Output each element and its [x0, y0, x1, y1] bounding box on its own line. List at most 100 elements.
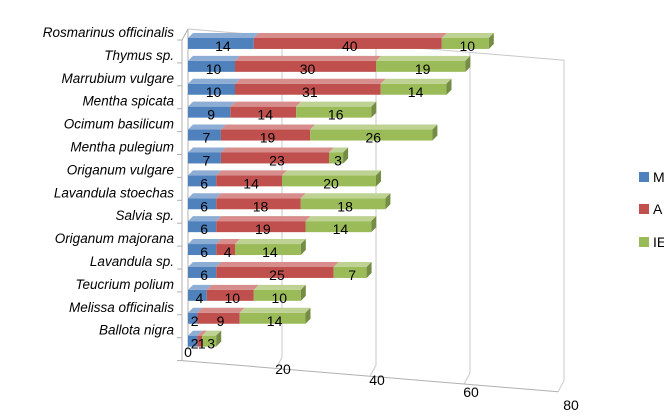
data-label: 10 — [206, 61, 222, 77]
legend-label: A — [653, 201, 663, 217]
bar-top — [188, 261, 222, 267]
bars — [188, 32, 494, 347]
data-label: 6 — [200, 175, 208, 191]
bar-top — [188, 124, 226, 130]
data-label: 6 — [200, 267, 208, 283]
bar-front — [239, 312, 306, 324]
category-label: Rosmarinus officinalis — [43, 25, 175, 40]
bar-top — [376, 55, 471, 61]
bar-front — [202, 335, 217, 347]
bar-front — [188, 83, 235, 95]
bar — [230, 101, 302, 118]
bar-top — [202, 330, 222, 336]
bar — [188, 284, 212, 301]
data-label: 9 — [217, 313, 225, 329]
bar — [188, 193, 222, 210]
bar-top — [216, 216, 311, 222]
data-label: 14 — [257, 107, 273, 123]
bar-front — [188, 266, 217, 278]
legend: MA IE — [639, 169, 664, 250]
bar-top — [197, 307, 245, 313]
data-label: 18 — [337, 198, 353, 214]
bar — [441, 32, 494, 49]
bar — [188, 32, 259, 49]
bar-top — [188, 55, 240, 61]
bar-front — [235, 60, 376, 72]
category-labels: Rosmarinus officinalis Thymus sp. Marrubiu… — [43, 25, 175, 338]
bar-end — [432, 124, 438, 141]
data-label: 14 — [243, 175, 259, 191]
bar-top — [188, 307, 203, 313]
bar-front — [188, 221, 217, 233]
bar-end — [385, 193, 391, 210]
data-label: 10 — [460, 38, 476, 54]
bar — [188, 55, 240, 72]
category-label: Ballota nigra — [99, 323, 175, 338]
bar-top — [188, 216, 222, 222]
bar — [188, 216, 222, 233]
x-axis-line — [181, 360, 559, 393]
bar-top — [296, 101, 377, 107]
bar-front — [188, 152, 221, 164]
category-label: Salvia sp. — [115, 208, 174, 223]
bar-top — [253, 284, 306, 290]
bar-front — [235, 83, 381, 95]
bar-front — [220, 152, 329, 164]
bar — [188, 261, 222, 278]
data-label: 4 — [196, 290, 204, 306]
legend-label: M — [653, 169, 664, 185]
bar-front — [216, 221, 306, 233]
bar-front — [188, 198, 217, 210]
category-label: Thymus sp. — [104, 48, 174, 63]
bar-top — [305, 216, 377, 222]
bar-front — [253, 37, 442, 49]
data-label: 14 — [267, 313, 283, 329]
bar — [329, 147, 349, 164]
bar — [253, 284, 306, 301]
bar — [216, 239, 240, 256]
bar-front — [305, 221, 372, 233]
legend-swatch — [639, 237, 649, 247]
bar — [376, 55, 471, 72]
bar — [188, 147, 226, 164]
category-label: Marrubium vulgare — [61, 71, 174, 86]
bar-end — [300, 239, 306, 256]
bar-end — [446, 78, 452, 95]
bar-front — [441, 37, 489, 49]
data-label: 14 — [215, 38, 231, 54]
bar-front — [188, 60, 235, 72]
bar-front — [329, 152, 344, 164]
floor-gridline — [275, 357, 283, 369]
bar-top — [235, 78, 386, 84]
bar-front — [220, 129, 311, 141]
bar — [239, 307, 311, 324]
bar — [188, 330, 203, 347]
bar-end — [371, 216, 377, 233]
bar-front — [216, 244, 235, 256]
bar-top — [310, 124, 438, 130]
bar-top — [216, 261, 339, 267]
category-label: Melissa officinalis — [69, 300, 174, 315]
bar-end — [371, 101, 377, 118]
y-axis-cap — [181, 28, 189, 41]
data-label: 14 — [262, 244, 278, 260]
bar-front — [188, 335, 198, 347]
bar — [188, 307, 203, 324]
data-label: 19 — [260, 130, 276, 146]
bar-end — [366, 261, 372, 278]
x-tick-label: 80 — [563, 397, 579, 413]
data-label: 10 — [206, 84, 222, 100]
data-label: 31 — [302, 84, 318, 100]
data-label: 4 — [224, 244, 232, 260]
data-label: 25 — [269, 267, 285, 283]
bar-top — [206, 284, 259, 290]
bar-top — [216, 170, 287, 176]
bar-front — [188, 244, 217, 256]
legend-item: A — [639, 201, 663, 217]
bar — [216, 193, 306, 210]
data-label: 3 — [207, 336, 215, 352]
bar-front — [188, 175, 217, 187]
bar-end — [216, 330, 222, 347]
data-label: 2 — [191, 313, 199, 329]
